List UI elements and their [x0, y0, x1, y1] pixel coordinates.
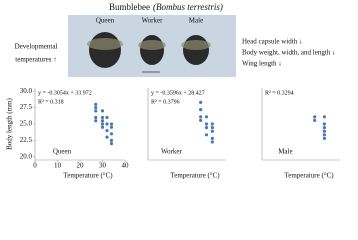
point — [105, 122, 109, 126]
point — [322, 122, 326, 126]
point — [210, 122, 214, 126]
photo — [68, 15, 236, 77]
point — [100, 115, 105, 120]
annotation: R² = 0.318 — [38, 99, 64, 105]
point — [109, 125, 114, 129]
y-axis-label: Body length (mm) — [6, 97, 14, 149]
y-tick-label: 30.0 — [20, 87, 33, 95]
point — [322, 129, 326, 133]
caste-label: Male — [189, 17, 203, 25]
annotation: y = -0.3596x + 28.427 — [151, 90, 205, 96]
point — [204, 122, 209, 126]
caste-label: Queen — [96, 17, 115, 25]
annotation: R² = 0.3294 — [265, 90, 294, 96]
point — [100, 122, 105, 126]
x-tick-label: 30 — [99, 162, 107, 170]
x-tick-label: 20 — [77, 162, 85, 170]
point — [199, 115, 203, 119]
point — [105, 128, 109, 133]
panel-label: Male — [278, 148, 292, 156]
y-tick-label: 27.5 — [20, 103, 33, 111]
right-note: Body weight, width, and length ↓ — [242, 49, 336, 57]
point — [204, 126, 209, 130]
point — [109, 132, 114, 136]
point — [109, 138, 114, 142]
point — [199, 100, 203, 104]
point — [199, 108, 203, 112]
x-tick-label: 0 — [33, 162, 37, 170]
x-axis-label: Temperature (°C) — [63, 172, 113, 180]
point — [210, 129, 214, 133]
right-note: Wing length ↓ — [242, 60, 282, 68]
species: (Bombus terrestris) — [153, 2, 223, 12]
point — [94, 109, 98, 113]
point — [322, 136, 326, 140]
point — [94, 119, 98, 123]
point — [210, 136, 214, 140]
point — [109, 122, 114, 126]
point — [100, 119, 105, 123]
y-tick-label: 22.5 — [20, 136, 33, 144]
point — [313, 115, 317, 119]
panel-label: Queen — [53, 148, 72, 156]
point — [210, 126, 214, 130]
point — [100, 125, 105, 129]
caste-label: Worker — [142, 17, 163, 25]
left-note: Developmental — [15, 43, 58, 51]
right-note: Head capsule width ↓ — [242, 38, 302, 46]
x-tick-label: 10 — [54, 162, 62, 170]
left-note: temperatures ↑ — [15, 56, 56, 64]
point — [322, 133, 326, 137]
point — [199, 118, 203, 122]
x-tick-label: 40 — [122, 162, 130, 170]
point — [105, 135, 109, 139]
point — [109, 142, 114, 146]
panel-label: Worker — [161, 148, 182, 156]
point — [313, 118, 317, 122]
point — [105, 115, 109, 120]
point — [94, 115, 98, 120]
y-tick-label: 25.0 — [20, 120, 33, 128]
point — [100, 109, 105, 113]
annotation: R² = 0.3796 — [151, 99, 180, 105]
point — [204, 133, 209, 137]
annotation: y = -0.3054x + 33.972 — [38, 90, 92, 96]
point — [322, 126, 326, 130]
title: Bumblebee — [109, 2, 150, 12]
point — [204, 115, 209, 119]
y-tick-label: 20.0 — [20, 152, 33, 160]
figure: Bumblebee (Bombus terrestris) Queen Work… — [6, 2, 340, 180]
point — [94, 102, 98, 106]
x-axis-label: Temperature (°C) — [284, 172, 334, 180]
x-axis-label: Temperature (°C) — [170, 172, 220, 180]
point — [210, 140, 214, 144]
point — [94, 106, 98, 110]
point — [322, 115, 326, 119]
